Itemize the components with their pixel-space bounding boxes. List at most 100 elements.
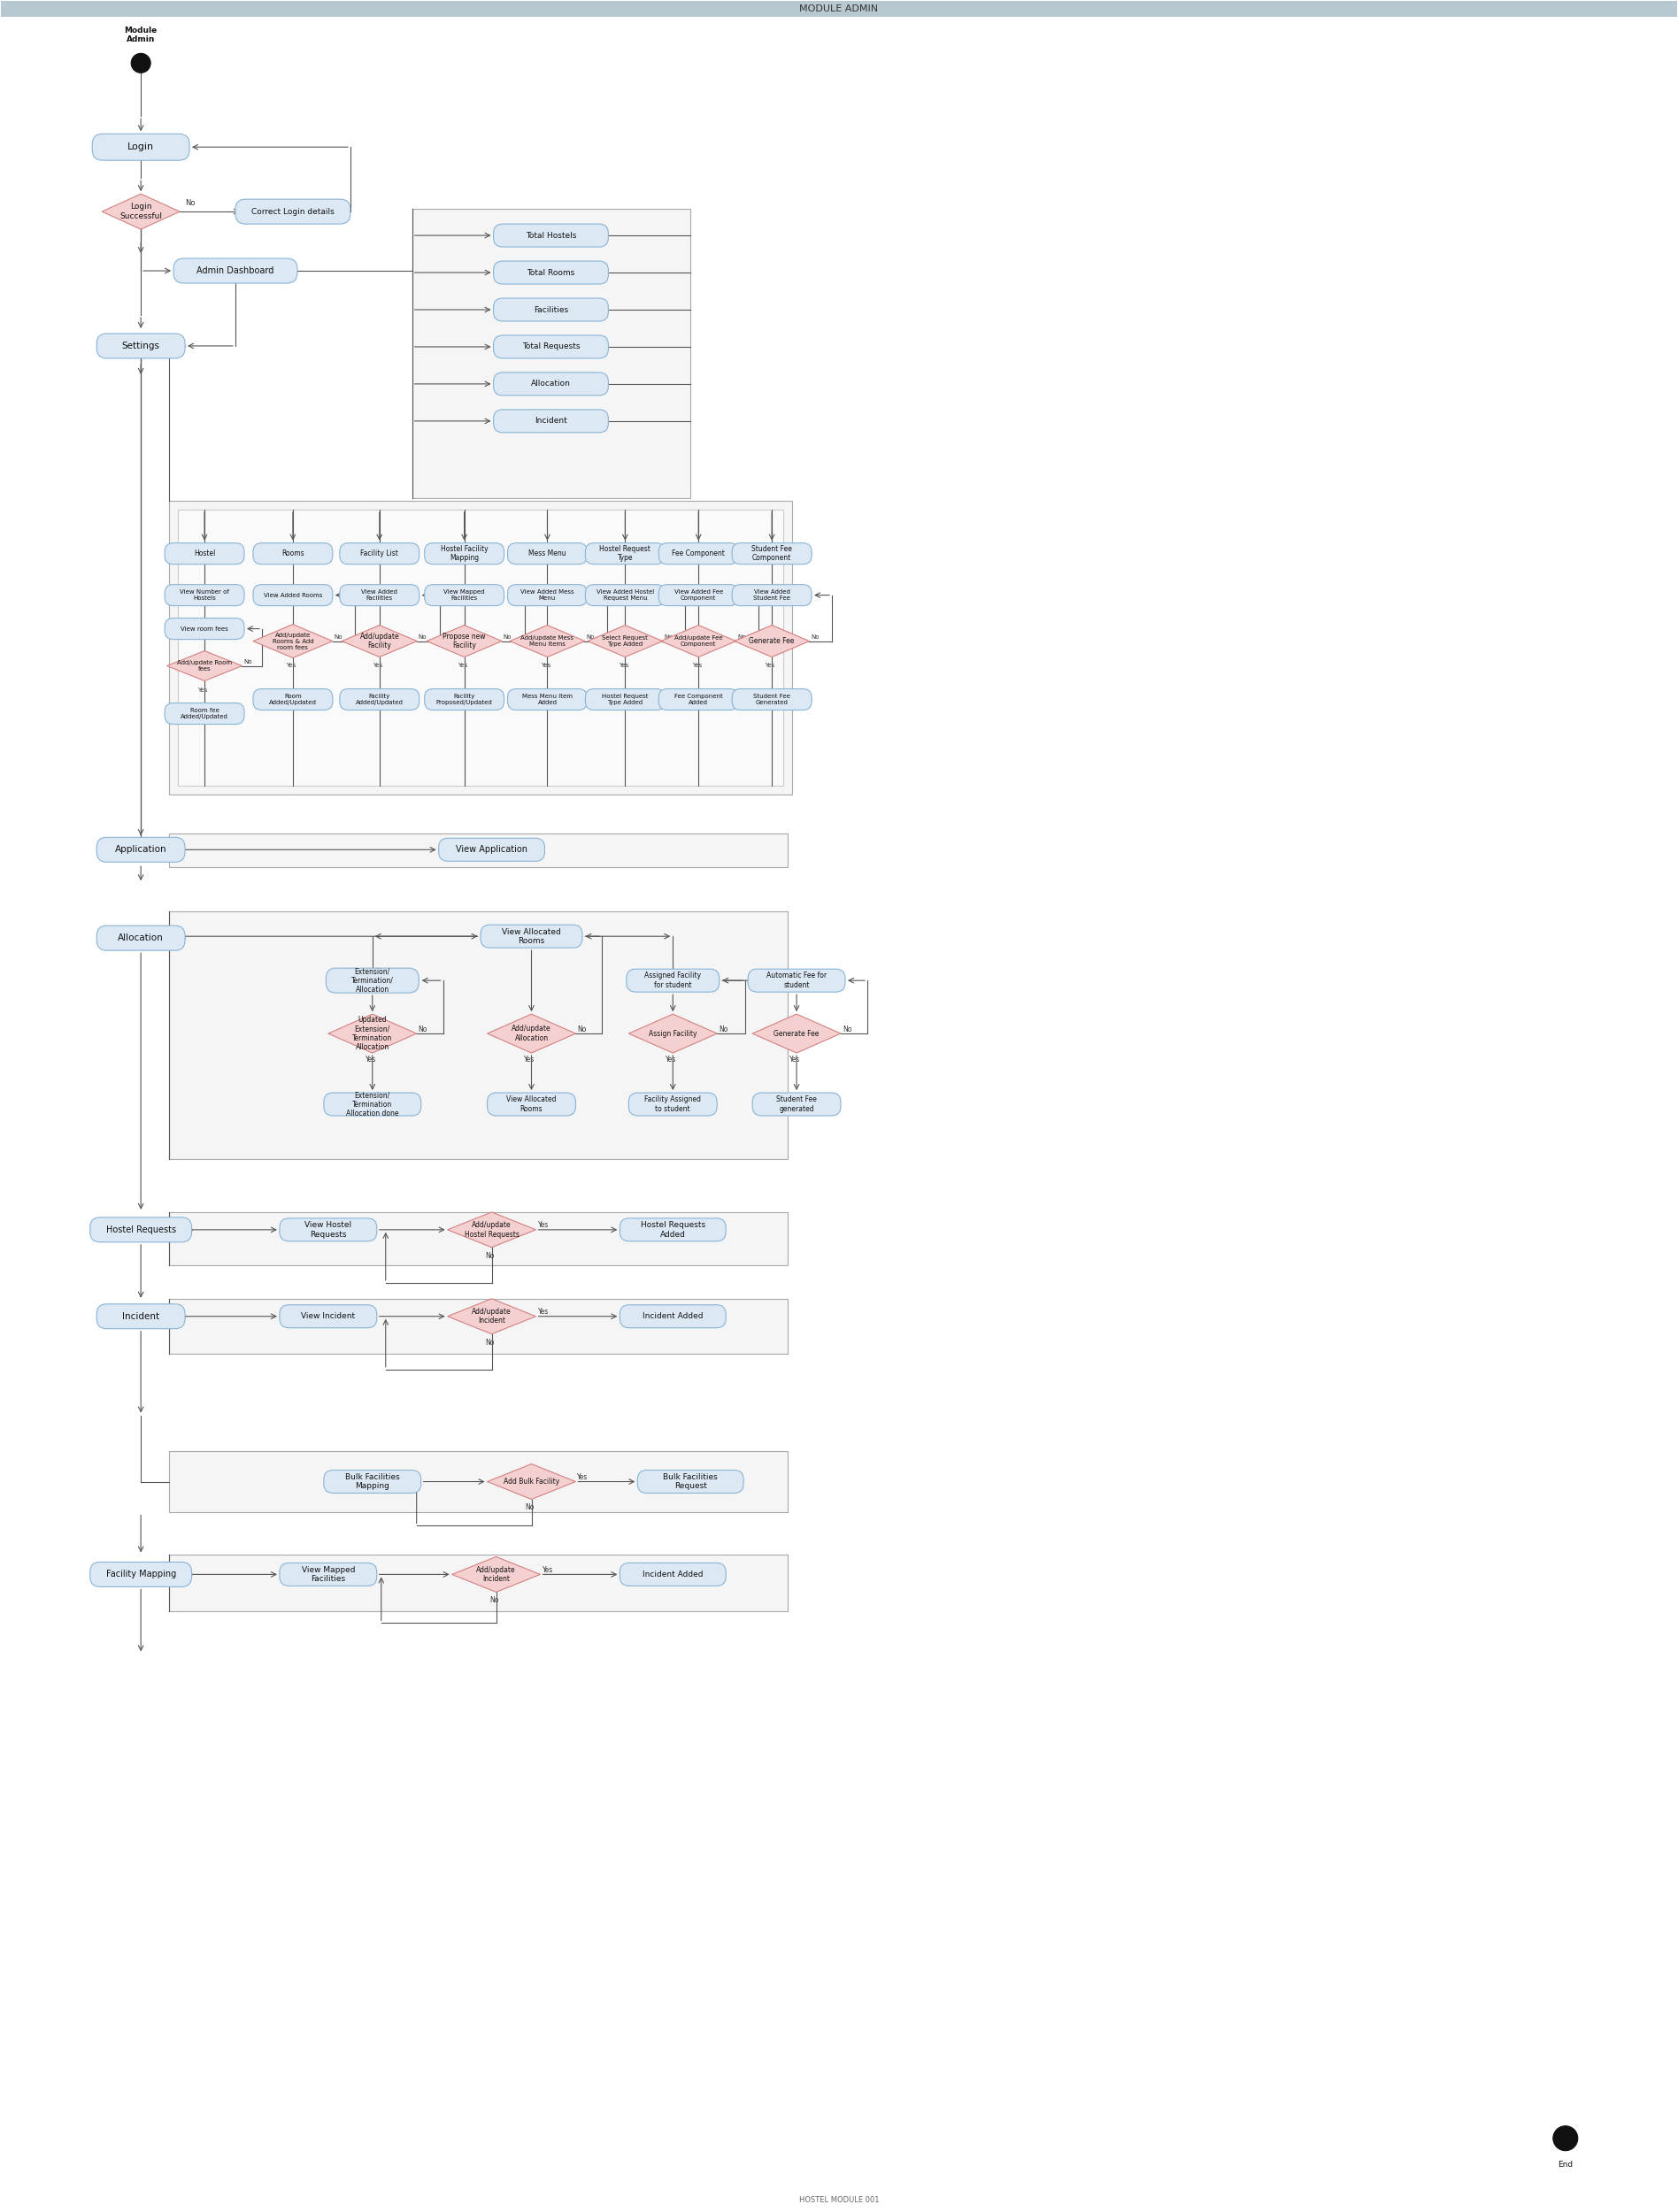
Text: Select Request
Type Added: Select Request Type Added: [602, 635, 648, 646]
FancyBboxPatch shape: [508, 584, 587, 606]
Text: Facility Assigned
to student: Facility Assigned to student: [644, 1095, 701, 1113]
Text: Hostel Requests
Added: Hostel Requests Added: [641, 1221, 705, 1239]
Text: Yes: Yes: [373, 661, 383, 668]
Text: Total Requests: Total Requests: [522, 343, 581, 352]
FancyBboxPatch shape: [169, 1555, 787, 1613]
Text: Hostel Request
Type: Hostel Request Type: [599, 544, 651, 562]
FancyBboxPatch shape: [493, 336, 609, 358]
Text: Incident Added: Incident Added: [643, 1312, 703, 1321]
Text: Fee Component: Fee Component: [671, 549, 725, 557]
Text: View Added
Student Fee: View Added Student Fee: [753, 588, 790, 602]
Text: Hostel: Hostel: [193, 549, 215, 557]
FancyBboxPatch shape: [438, 838, 545, 860]
FancyBboxPatch shape: [508, 688, 587, 710]
Text: Student Fee
Component: Student Fee Component: [752, 544, 792, 562]
FancyBboxPatch shape: [326, 969, 420, 993]
FancyBboxPatch shape: [253, 688, 332, 710]
Text: Admin Dashboard: Admin Dashboard: [196, 265, 274, 274]
Text: Add/update
Incident: Add/update Incident: [472, 1307, 512, 1325]
Text: Generate Fee: Generate Fee: [748, 637, 795, 646]
Text: No: No: [485, 1252, 495, 1261]
FancyBboxPatch shape: [425, 542, 503, 564]
Text: View Allocated
Rooms: View Allocated Rooms: [502, 927, 560, 945]
Text: Rooms: Rooms: [282, 549, 304, 557]
Text: View Added Hostel
Request Menu: View Added Hostel Request Menu: [596, 588, 654, 602]
FancyBboxPatch shape: [169, 1212, 787, 1265]
Text: Yes: Yes: [458, 661, 468, 668]
Text: Module
Admin: Module Admin: [124, 27, 158, 44]
Polygon shape: [587, 626, 663, 657]
Polygon shape: [102, 195, 180, 230]
Polygon shape: [451, 1557, 540, 1593]
Text: Allocation: Allocation: [117, 933, 164, 942]
FancyBboxPatch shape: [178, 509, 784, 785]
Text: Add/update Fee
Component: Add/update Fee Component: [675, 635, 723, 646]
Text: Add/update Room
fees: Add/update Room fees: [176, 659, 232, 672]
Text: Total Hostels: Total Hostels: [525, 232, 576, 239]
FancyBboxPatch shape: [586, 542, 664, 564]
FancyBboxPatch shape: [164, 584, 245, 606]
Text: Facility
Added/Updated: Facility Added/Updated: [356, 695, 403, 706]
Text: Hostel Request
Type Added: Hostel Request Type Added: [602, 695, 648, 706]
Text: Incident Added: Incident Added: [643, 1571, 703, 1579]
Polygon shape: [166, 650, 242, 681]
FancyBboxPatch shape: [164, 542, 245, 564]
Polygon shape: [342, 626, 418, 657]
Text: No: No: [418, 1024, 428, 1033]
Text: No: No: [485, 1338, 495, 1347]
Text: Facilities: Facilities: [534, 305, 569, 314]
Text: MODULE ADMIN: MODULE ADMIN: [799, 4, 879, 13]
Text: Yes: Yes: [366, 1055, 376, 1064]
FancyBboxPatch shape: [619, 1305, 727, 1327]
FancyBboxPatch shape: [493, 372, 609, 396]
Text: Automatic Fee for
student: Automatic Fee for student: [767, 971, 827, 989]
FancyBboxPatch shape: [493, 223, 609, 248]
Text: View Application: View Application: [456, 845, 527, 854]
Text: Yes: Yes: [691, 661, 701, 668]
Text: Generate Fee: Generate Fee: [774, 1029, 819, 1037]
Text: Incident: Incident: [535, 418, 567, 425]
Circle shape: [131, 53, 151, 73]
FancyBboxPatch shape: [732, 688, 812, 710]
FancyBboxPatch shape: [732, 584, 812, 606]
Text: No: No: [490, 1597, 498, 1604]
Polygon shape: [487, 1013, 576, 1053]
Text: Add/update
Rooms & Add
room fees: Add/update Rooms & Add room fees: [272, 633, 314, 650]
Text: Facility Mapping: Facility Mapping: [106, 1571, 176, 1579]
Text: Assigned Facility
for student: Assigned Facility for student: [644, 971, 701, 989]
Text: Application: Application: [114, 845, 166, 854]
FancyBboxPatch shape: [659, 688, 738, 710]
FancyBboxPatch shape: [487, 1093, 576, 1115]
FancyBboxPatch shape: [324, 1471, 421, 1493]
FancyBboxPatch shape: [91, 1562, 191, 1586]
Text: Room
Added/Updated: Room Added/Updated: [268, 695, 317, 706]
FancyBboxPatch shape: [324, 1093, 421, 1115]
Text: Yes: Yes: [537, 1221, 549, 1230]
Text: No: No: [243, 659, 252, 664]
FancyBboxPatch shape: [586, 688, 664, 710]
Text: No: No: [664, 635, 673, 639]
FancyBboxPatch shape: [659, 584, 738, 606]
FancyBboxPatch shape: [629, 1093, 717, 1115]
Text: View Added Rooms: View Added Rooms: [263, 593, 322, 597]
Text: Add/update
Facility: Add/update Facility: [359, 633, 399, 650]
FancyBboxPatch shape: [748, 969, 846, 991]
Text: Login: Login: [128, 142, 154, 150]
Text: Mess Menu Item
Added: Mess Menu Item Added: [522, 695, 572, 706]
FancyBboxPatch shape: [92, 133, 190, 159]
Text: End: End: [1557, 2161, 1572, 2168]
Text: No: No: [718, 1024, 728, 1033]
FancyBboxPatch shape: [425, 688, 503, 710]
Text: HOSTEL MODULE 001: HOSTEL MODULE 001: [799, 2197, 879, 2203]
Text: View room fees: View room fees: [181, 626, 228, 630]
FancyBboxPatch shape: [164, 617, 245, 639]
FancyBboxPatch shape: [169, 1298, 787, 1354]
Text: Add/update Mess
Menu Items: Add/update Mess Menu Items: [520, 635, 574, 646]
FancyBboxPatch shape: [169, 1451, 787, 1513]
Text: Fee Component
Added: Fee Component Added: [675, 695, 723, 706]
Text: Yes: Yes: [198, 688, 208, 692]
FancyBboxPatch shape: [493, 299, 609, 321]
Polygon shape: [448, 1298, 535, 1334]
FancyBboxPatch shape: [339, 542, 420, 564]
Polygon shape: [629, 1013, 717, 1053]
